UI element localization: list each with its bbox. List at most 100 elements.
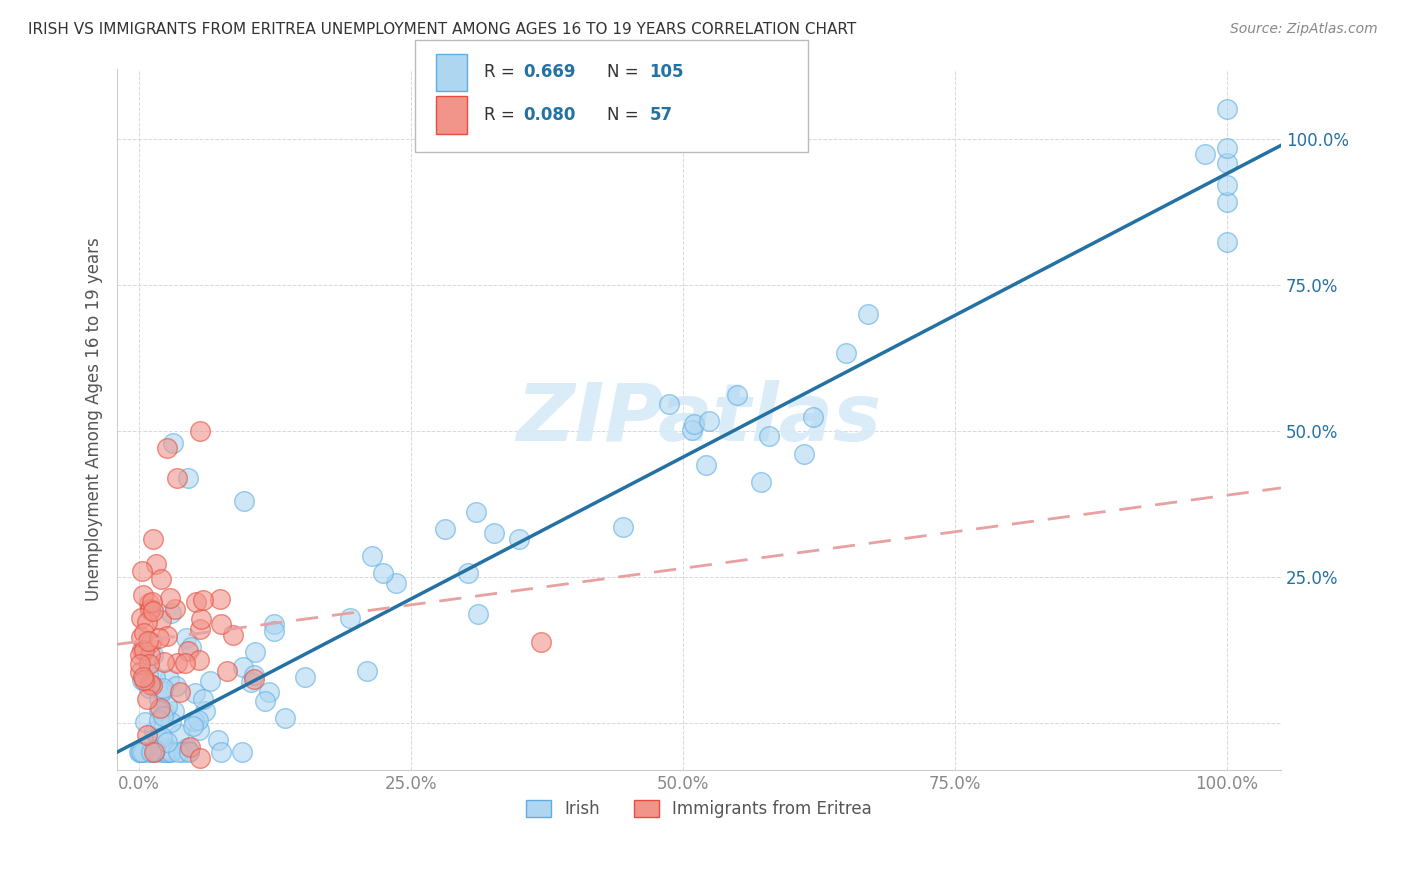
Text: ZIPatlas: ZIPatlas (516, 380, 882, 458)
Point (139, 677, 162, 691)
Point (139, 603, 162, 617)
Y-axis label: Unemployment Among Ages 16 to 19 years: Unemployment Among Ages 16 to 19 years (86, 237, 103, 601)
Point (129, 648, 152, 662)
Point (217, 664, 239, 678)
Point (132, 642, 155, 657)
Point (148, 714, 170, 728)
Point (157, 746, 180, 760)
Point (211, 617, 233, 632)
Point (232, 494, 254, 508)
Point (231, 746, 253, 760)
Point (683, 417, 706, 431)
Point (465, 505, 488, 519)
Point (131, 564, 153, 578)
Point (142, 723, 165, 738)
Point (148, 631, 170, 645)
Text: 57: 57 (650, 106, 672, 124)
Point (150, 683, 173, 698)
Point (207, 732, 229, 747)
Point (245, 644, 267, 658)
Point (176, 740, 198, 755)
Text: Source: ZipAtlas.com: Source: ZipAtlas.com (1230, 22, 1378, 37)
Point (132, 746, 155, 760)
Point (132, 626, 155, 640)
Point (169, 685, 191, 699)
Point (856, 307, 879, 321)
Point (131, 746, 153, 760)
Point (134, 714, 156, 729)
Point (138, 595, 160, 609)
Point (173, 657, 195, 671)
Point (143, 743, 166, 757)
Point (166, 471, 188, 485)
Point (194, 704, 217, 718)
Point (191, 691, 214, 706)
Point (166, 657, 188, 671)
Point (148, 704, 170, 718)
Point (129, 611, 152, 625)
Point (184, 595, 207, 609)
Text: N =: N = (607, 106, 638, 124)
Point (160, 715, 183, 730)
Point (1215, 194, 1237, 209)
Point (1215, 103, 1237, 117)
Point (658, 397, 681, 411)
Point (131, 746, 153, 760)
Point (155, 741, 177, 756)
Point (160, 746, 183, 760)
Point (243, 668, 266, 682)
Point (361, 549, 384, 563)
Point (138, 657, 160, 671)
Point (172, 746, 194, 760)
Point (142, 604, 165, 618)
Point (188, 622, 211, 636)
Point (263, 624, 285, 639)
Point (177, 746, 200, 760)
Point (835, 346, 858, 360)
Point (157, 673, 180, 687)
Point (222, 628, 245, 642)
Point (156, 735, 179, 749)
Point (139, 635, 162, 649)
Point (190, 611, 212, 625)
Point (141, 648, 163, 663)
Point (263, 616, 285, 631)
Text: R =: R = (484, 63, 515, 81)
Point (128, 746, 150, 760)
Point (274, 711, 297, 725)
Point (132, 670, 155, 684)
Point (139, 602, 162, 616)
Point (508, 532, 530, 546)
Point (725, 388, 748, 402)
Point (129, 746, 152, 760)
Point (159, 591, 181, 606)
Point (148, 692, 170, 706)
Point (142, 746, 165, 760)
Point (259, 685, 281, 699)
Point (188, 723, 211, 738)
Point (153, 705, 176, 719)
Point (131, 673, 153, 688)
Text: IRISH VS IMMIGRANTS FROM ERITREA UNEMPLOYMENT AMONG AGES 16 TO 19 YEARS CORRELAT: IRISH VS IMMIGRANTS FROM ERITREA UNEMPLO… (28, 22, 856, 37)
Point (339, 611, 361, 625)
Point (152, 655, 174, 669)
Point (758, 429, 780, 443)
Point (167, 727, 190, 741)
Point (153, 746, 176, 760)
Point (209, 746, 232, 760)
Point (162, 435, 184, 450)
Point (1215, 140, 1237, 154)
Point (131, 746, 153, 760)
Point (139, 746, 162, 760)
Point (179, 739, 201, 754)
Point (167, 746, 190, 760)
Point (145, 557, 167, 571)
Point (136, 666, 159, 681)
Point (156, 442, 179, 456)
Point (793, 447, 815, 461)
Point (131, 643, 153, 657)
Point (156, 629, 179, 643)
Point (385, 576, 408, 591)
Point (184, 686, 207, 700)
Point (143, 670, 166, 684)
